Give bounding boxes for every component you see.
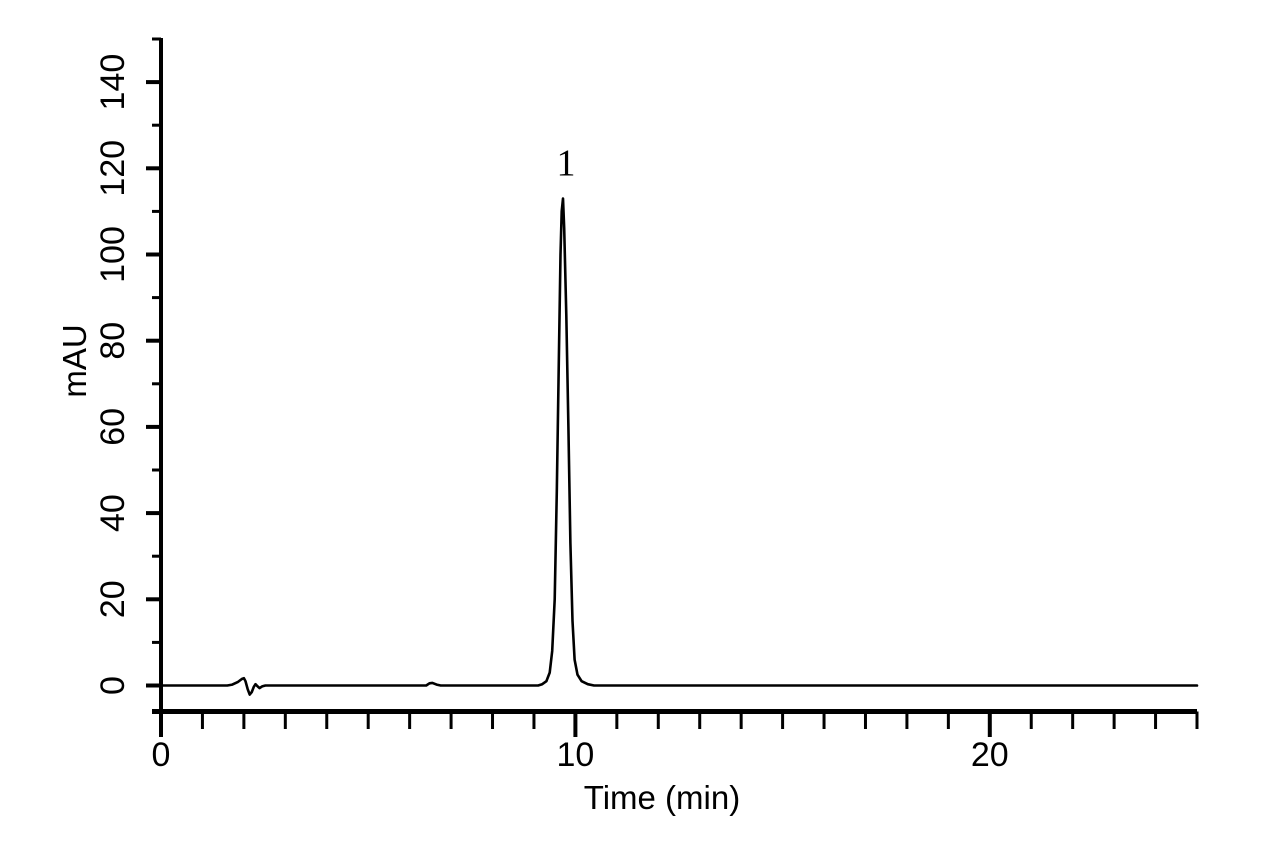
y-tick-label: 60: [94, 408, 132, 446]
x-tick-label: 20: [971, 736, 1009, 774]
x-tick-label: 10: [556, 736, 594, 774]
x-tick-labels: 0 10 20: [152, 736, 1009, 774]
y-tick-labels: 0 20 40 60 80 100 120 140: [94, 54, 132, 695]
signal-trace: [159, 197, 1199, 696]
x-axis: 0 10 20 Time (min): [152, 709, 1199, 816]
x-ticks: [159, 711, 1199, 737]
y-tick-label: 80: [94, 322, 132, 360]
y-tick-label: 120: [94, 140, 132, 197]
x-tick-label: 0: [152, 736, 171, 774]
peak-label: 1: [557, 143, 576, 185]
y-tick-label: 0: [94, 676, 132, 695]
x-axis-title: Time (min): [584, 779, 740, 816]
y-tick-label: 20: [94, 580, 132, 618]
y-axis-title: mAU: [56, 324, 93, 397]
y-tick-label: 140: [94, 54, 132, 111]
y-ticks: [146, 37, 161, 688]
y-tick-label: 100: [94, 226, 132, 283]
y-axis: 0 20 40 60 80 100 120 140 mAU: [56, 37, 163, 737]
y-tick-label: 40: [94, 494, 132, 532]
